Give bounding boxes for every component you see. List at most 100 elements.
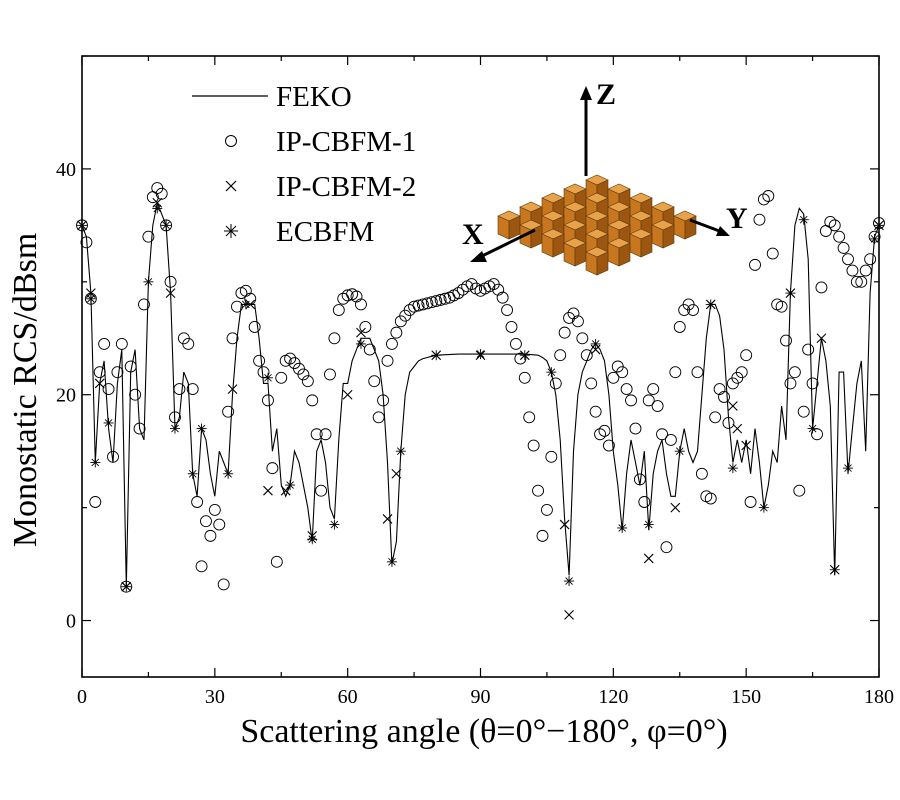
- ecbfm-point: [386, 556, 397, 567]
- ip-cbfm-1-point: [195, 560, 208, 573]
- ip-cbfm-1-point: [434, 293, 447, 306]
- ip-cbfm-1-point: [527, 439, 540, 452]
- legend-marker-ip-cbfm-1: [225, 135, 237, 147]
- series-ecbfm: [77, 203, 884, 592]
- ip-cbfm-1-point: [416, 298, 429, 311]
- ip-cbfm-1-point: [704, 492, 717, 505]
- ecbfm-point: [85, 293, 96, 304]
- ip-cbfm-1-point: [341, 289, 354, 302]
- ip-cbfm-1-point: [93, 366, 106, 379]
- ip-cbfm-1-point: [762, 190, 775, 202]
- ip-cbfm-1-point: [616, 366, 629, 379]
- ecbfm-point: [874, 220, 884, 231]
- ecbfm-point: [329, 519, 340, 530]
- ip-cbfm-1-point: [802, 343, 815, 356]
- x-axis-line: [477, 228, 536, 260]
- ip-cbfm-1-point: [164, 275, 177, 288]
- ip-cbfm-1-point: [332, 304, 345, 316]
- ip-cbfm-2-point: [94, 378, 105, 389]
- ip-cbfm-1-point: [757, 193, 770, 206]
- legend: FEKO IP-CBFM-1 IP-CBFM-2 ECBFM: [192, 81, 416, 248]
- legend-marker-ecbfm: [224, 224, 238, 238]
- ip-cbfm-1-point: [456, 283, 469, 296]
- ip-cbfm-1-point: [213, 518, 226, 531]
- ip-cbfm-1-point: [324, 368, 336, 381]
- legend-label-ip-cbfm-2: IP-CBFM-2: [276, 171, 416, 203]
- ecbfm-point: [590, 338, 601, 349]
- cube-array-inset: Z X Y: [462, 78, 748, 276]
- x-tick-label: 90: [471, 686, 491, 708]
- ip-cbfm-1-point: [532, 484, 545, 497]
- ecbfm-point: [705, 299, 716, 310]
- ecbfm-point: [564, 576, 575, 587]
- y-tick-label: 20: [56, 385, 76, 407]
- ip-cbfm-1-point: [430, 295, 443, 307]
- ip-cbfm-1-point: [740, 349, 753, 362]
- ip-cbfm-1-point: [753, 213, 766, 226]
- y-axis-letter: Y: [726, 202, 748, 235]
- ecbfm-point: [807, 423, 818, 434]
- x-tick-label: 150: [731, 686, 761, 708]
- y-axis-arrowhead: [716, 226, 730, 236]
- ip-cbfm-1-point: [518, 371, 531, 384]
- ecbfm-point: [152, 203, 163, 214]
- ip-cbfm-1-point: [173, 383, 186, 396]
- ip-cbfm-1-point: [226, 332, 239, 345]
- ip-cbfm-1-point: [496, 291, 509, 304]
- ip-cbfm-1-point: [262, 394, 274, 407]
- ip-cbfm-1-point: [828, 219, 841, 232]
- ip-cbfm-1-point: [270, 555, 283, 568]
- ip-cbfm-1-point: [465, 278, 478, 291]
- ip-cbfm-1-point: [239, 284, 252, 297]
- ip-cbfm-1-point: [310, 428, 323, 441]
- ecbfm-point: [240, 299, 251, 310]
- ip-cbfm-1-point: [625, 394, 637, 407]
- ecbfm-point: [785, 288, 796, 299]
- ip-cbfm-1-point: [735, 366, 748, 379]
- ecbfm-point: [285, 480, 296, 491]
- ip-cbfm-1-point: [722, 417, 735, 429]
- ip-cbfm-1-point: [749, 258, 761, 271]
- ecbfm-point: [843, 463, 854, 474]
- ip-cbfm-1-point: [76, 219, 88, 232]
- ip-cbfm-1-point: [536, 529, 549, 542]
- ecbfm-point: [674, 446, 685, 457]
- ip-cbfm-1-point: [222, 405, 235, 418]
- ip-cbfm-1-point: [266, 462, 279, 475]
- ecbfm-point: [869, 233, 880, 244]
- ip-cbfm-1-point: [107, 450, 119, 463]
- ip-cbfm-1-point: [509, 337, 522, 350]
- ip-cbfm-2-point: [263, 485, 273, 496]
- ip-cbfm-1-point: [169, 411, 181, 424]
- ip-cbfm-2-point: [727, 401, 738, 411]
- ip-cbfm-1-point: [673, 321, 686, 333]
- ip-cbfm-1-point: [217, 578, 230, 591]
- ip-cbfm-1-point: [115, 337, 128, 350]
- x-tick-label: 0: [77, 686, 87, 708]
- ip-cbfm-1-point: [412, 299, 425, 312]
- legend-label-feko: FEKO: [276, 81, 352, 113]
- ip-cbfm-1-point: [687, 304, 699, 316]
- ip-cbfm-1-point: [204, 529, 217, 542]
- ip-cbfm-1-point: [664, 433, 677, 446]
- ip-cbfm-1-point: [656, 428, 668, 441]
- ip-cbfm-2-point: [356, 327, 366, 338]
- ip-cbfm-1-point: [793, 484, 806, 497]
- ip-cbfm-1-point: [200, 515, 212, 528]
- ip-cbfm-2-point: [741, 440, 752, 451]
- ip-cbfm-2-point: [382, 514, 393, 524]
- ip-cbfm-2-point: [816, 333, 827, 344]
- ip-cbfm-1-point: [160, 219, 173, 232]
- z-axis-letter: Z: [596, 78, 616, 111]
- ecbfm-point: [758, 502, 769, 513]
- ip-cbfm-2-point: [559, 519, 570, 530]
- series-layer: [76, 182, 885, 620]
- ip-cbfm-1-point: [788, 366, 801, 379]
- ip-cbfm-1-point: [98, 337, 111, 350]
- ip-cbfm-1-point: [594, 428, 606, 441]
- ecbfm-point: [643, 519, 654, 530]
- ecbfm-point: [262, 372, 273, 383]
- ecbfm-point: [121, 581, 132, 592]
- ip-cbfm-1-point: [208, 503, 221, 516]
